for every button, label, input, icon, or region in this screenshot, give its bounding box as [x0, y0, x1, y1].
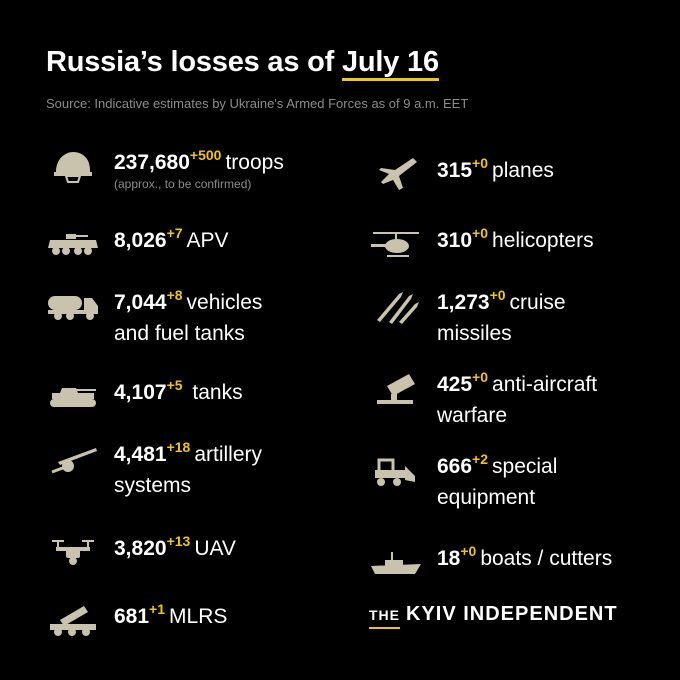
stat-delta: +0 — [489, 287, 506, 303]
stat-label: boats / cutters — [480, 547, 613, 570]
stat-helicopters: 310+0 helicopters — [369, 225, 594, 262]
stat-value: 315 — [437, 159, 473, 182]
stat-missiles: 1,273+0 cruise missiles — [369, 287, 566, 348]
stat-vehicles: 7,044+8 vehicles and fuel tanks — [46, 287, 263, 348]
drone-icon — [46, 534, 100, 570]
stat-delta: +2 — [472, 451, 489, 467]
stat-label-2: systems — [114, 474, 192, 497]
stat-label: artillery — [194, 443, 262, 466]
stat-delta: +13 — [166, 533, 191, 549]
stat-delta: +500 — [189, 147, 222, 163]
stat-delta: +7 — [166, 225, 183, 241]
bulldozer-icon — [369, 452, 423, 488]
stat-label: special — [492, 455, 558, 478]
fuel-truck-icon — [46, 288, 100, 324]
stat-value: 237,680 — [114, 151, 190, 174]
stat-value: 18 — [437, 547, 461, 570]
stat-value: 4,107 — [114, 381, 167, 404]
stat-mlrs: 681+1 MLRS — [46, 601, 228, 638]
stat-label-2: equipment — [437, 486, 536, 509]
stat-value: 425 — [437, 373, 473, 396]
apv-icon — [46, 226, 100, 262]
stat-delta: +0 — [460, 543, 477, 559]
anti-aircraft-icon — [369, 370, 423, 406]
boat-icon — [369, 544, 423, 580]
stat-label: tanks — [192, 381, 243, 404]
stat-uav: 3,820+13 UAV — [46, 533, 236, 570]
stat-special-equipment: 666+2 special equipment — [369, 451, 558, 512]
stat-label: APV — [186, 229, 229, 252]
stat-value: 666 — [437, 455, 473, 478]
logo-name: KYIV INDEPENDENT — [406, 603, 618, 625]
stat-anti-aircraft: 425+0 anti-aircraft warfare — [369, 369, 598, 430]
stat-delta: +0 — [472, 369, 489, 385]
stat-delta: +1 — [149, 601, 166, 617]
plane-icon — [369, 156, 423, 192]
title-date: July 16 — [341, 46, 439, 78]
stat-delta: +0 — [472, 155, 489, 171]
stat-boats: 18+0 boats / cutters — [369, 543, 613, 580]
logo-the: THE — [369, 607, 400, 623]
stat-planes: 315+0 planes — [369, 155, 554, 192]
stat-tanks: 4,107+5 tanks — [46, 377, 243, 414]
kyiv-independent-logo: THE KYIV INDEPENDENT — [369, 603, 618, 626]
stat-value: 7,044 — [114, 291, 167, 314]
stat-value: 8,026 — [114, 229, 167, 252]
stat-label: vehicles — [186, 291, 263, 314]
stat-label: cruise — [509, 291, 566, 314]
missile-icon — [369, 288, 423, 324]
stat-label: troops — [225, 151, 284, 174]
tank-icon — [46, 378, 100, 414]
helicopter-icon — [369, 226, 423, 262]
stat-value: 4,481 — [114, 443, 167, 466]
stat-label-2: missiles — [437, 322, 512, 345]
page-title: Russia’s losses as of July 16 — [46, 46, 439, 79]
stat-artillery: 4,481+18 artillery systems — [46, 439, 262, 500]
stat-value: 1,273 — [437, 291, 490, 314]
stat-label: helicopters — [492, 229, 594, 252]
stat-label: anti-aircraft — [492, 373, 598, 396]
stat-troops: 237,680+500 troops (approx., to be confir… — [46, 147, 284, 191]
stat-label: UAV — [194, 537, 236, 560]
stat-delta: +0 — [472, 225, 489, 241]
source-note: Source: Indicative estimates by Ukraine'… — [46, 96, 469, 111]
stat-delta: +5 — [166, 377, 183, 393]
stat-note: (approx., to be confirmed) — [114, 177, 252, 191]
stat-label: planes — [492, 159, 554, 182]
stat-delta: +18 — [166, 439, 191, 455]
stat-label: MLRS — [169, 605, 228, 628]
artillery-icon — [46, 440, 100, 476]
stat-apv: 8,026+7 APV — [46, 225, 229, 262]
stat-delta: +8 — [166, 287, 183, 303]
title-main: Russia’s losses as of — [46, 46, 335, 78]
stat-label-2: and fuel tanks — [114, 322, 245, 345]
stat-label-2: warfare — [437, 404, 508, 427]
stat-value: 3,820 — [114, 537, 167, 560]
stat-value: 681 — [114, 605, 150, 628]
stat-value: 310 — [437, 229, 473, 252]
helmet-icon — [46, 148, 100, 184]
mlrs-icon — [46, 602, 100, 638]
